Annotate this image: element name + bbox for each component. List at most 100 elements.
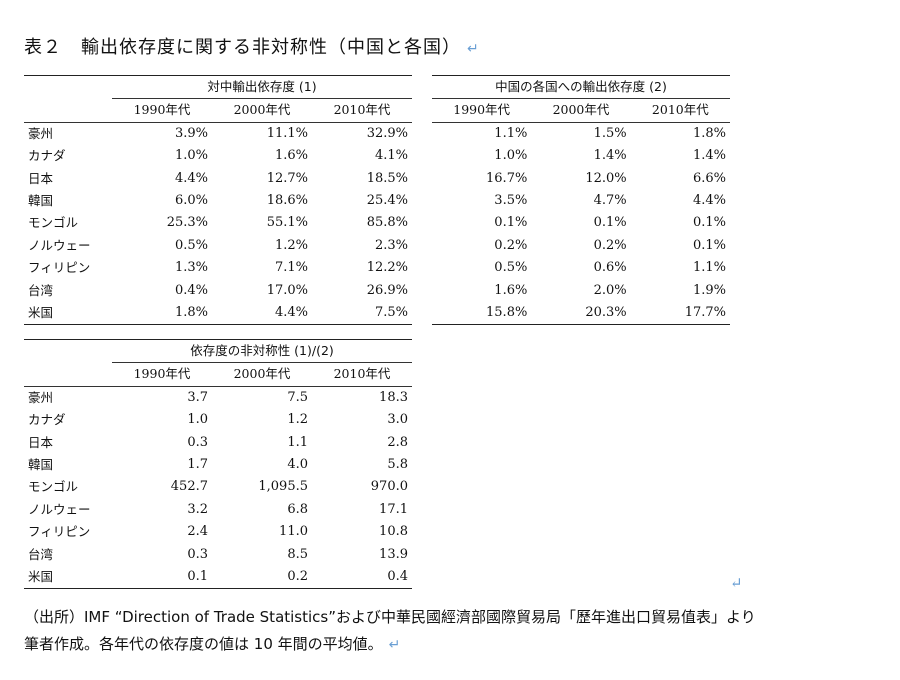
row-label: カナダ (28, 148, 66, 164)
value-cell: 1.9% (692, 282, 726, 298)
table-row: ノルウェー 0.5% 1.2% 2.3% (24, 235, 412, 257)
table-row: 16.7% 12.0% 6.6% (432, 168, 730, 190)
value-cell: 0.5% (494, 260, 528, 276)
value-cell: 0.1% (692, 215, 726, 231)
value-cell: 1.6% (274, 148, 308, 164)
dependence-asymmetry-table: 依存度の非対称性 (1)/(2) 1990年代 2000年代 2010年代 豪州… (24, 338, 412, 590)
row-label: 台湾 (28, 546, 54, 562)
value-cell: 11.1% (266, 125, 308, 141)
table-row: 0.1% 0.1% 0.1% (432, 212, 730, 234)
value-cell: 4.4% (174, 170, 208, 186)
value-cell: 0.2% (494, 237, 528, 253)
value-cell: 6.8 (287, 501, 308, 517)
value-cell: 0.2 (212, 566, 312, 590)
value-cell: 4.7% (593, 193, 627, 209)
table-row: カナダ 1.0 1.2 3.0 (24, 409, 412, 431)
value-cell: 7.5 (287, 389, 308, 405)
value-cell: 2.8 (387, 434, 408, 450)
value-cell: 8.5 (287, 546, 308, 562)
value-cell: 17.7% (630, 302, 730, 326)
value-cell: 12.0% (585, 170, 627, 186)
table-row: 日本 4.4% 12.7% 18.5% (24, 168, 412, 190)
year-header: 2010年代 (312, 362, 412, 387)
value-cell: 10.8 (379, 524, 408, 540)
table-row: フィリピン 1.3% 7.1% 12.2% (24, 257, 412, 279)
value-cell: 1.5% (593, 125, 627, 141)
table-row: ノルウェー 3.2 6.8 17.1 (24, 499, 412, 521)
table-row: 0.5% 0.6% 1.1% (432, 257, 730, 279)
value-cell: 7.5% (312, 302, 412, 326)
value-cell: 32.9% (366, 125, 408, 141)
value-cell: 20.3% (531, 302, 631, 326)
value-cell: 0.1% (494, 215, 528, 231)
value-cell: 0.2% (593, 237, 627, 253)
value-cell: 1.8% (112, 302, 212, 326)
value-cell: 4.4% (692, 193, 726, 209)
value-cell: 17.1 (379, 501, 408, 517)
value-cell: 7.1% (274, 260, 308, 276)
row-label: フィリピン (28, 524, 91, 540)
value-cell: 1.2 (287, 412, 308, 428)
table-row: 台湾 0.4% 17.0% 26.9% (24, 280, 412, 302)
row-label: 米国 (24, 302, 112, 326)
value-cell: 1,095.5 (258, 479, 308, 495)
group-header: 対中輸出依存度 (1) (112, 74, 412, 100)
source-note-line: （出所）IMF “Direction of Trade Statistics”お… (24, 608, 756, 626)
value-cell: 26.9% (366, 282, 408, 298)
table-row: モンゴル 452.7 1,095.5 970.0 (24, 476, 412, 498)
value-cell: 1.8% (692, 125, 726, 141)
value-cell: 12.2% (366, 260, 408, 276)
value-cell: 0.1% (692, 237, 726, 253)
value-cell: 0.5% (174, 237, 208, 253)
empty-header-cell (24, 74, 112, 99)
row-label: 韓国 (28, 193, 54, 209)
row-label: ノルウェー (28, 501, 91, 517)
value-cell: 3.0 (387, 412, 408, 428)
table-row: 0.2% 0.2% 0.1% (432, 235, 730, 257)
table-row: 1.0% 1.4% 1.4% (432, 145, 730, 167)
table-row: 1.1% 1.5% 1.8% (432, 122, 730, 145)
table-row: 米国 0.1 0.2 0.4 (24, 566, 412, 590)
year-header: 2000年代 (212, 362, 312, 387)
value-cell: 1.1 (287, 434, 308, 450)
row-label: 米国 (24, 566, 112, 590)
table-row: 日本 0.3 1.1 2.8 (24, 432, 412, 454)
return-mark-icon: ↵ (388, 637, 401, 653)
value-cell: 4.0 (287, 457, 308, 473)
value-cell: 1.7 (187, 457, 208, 473)
row-label: 豪州 (28, 125, 54, 141)
value-cell: 6.0% (174, 193, 208, 209)
value-cell: 1.6% (494, 282, 528, 298)
value-cell: 0.1% (593, 215, 627, 231)
value-cell: 18.6% (266, 193, 308, 209)
table-row: モンゴル 25.3% 55.1% 85.8% (24, 212, 412, 234)
value-cell: 18.5% (366, 170, 408, 186)
source-note: （出所）IMF “Direction of Trade Statistics”お… (24, 604, 884, 659)
value-cell: 6.6% (692, 170, 726, 186)
year-header: 2000年代 (531, 98, 631, 123)
year-header: 1990年代 (112, 98, 212, 123)
row-label: 日本 (28, 170, 54, 186)
value-cell: 2.4 (187, 524, 208, 540)
value-cell: 1.1% (494, 125, 528, 141)
value-cell: 18.3 (379, 389, 408, 405)
value-cell: 13.9 (379, 546, 408, 562)
value-cell: 3.7 (187, 389, 208, 405)
value-cell: 452.7 (170, 479, 208, 495)
row-label: モンゴル (28, 479, 79, 495)
value-cell: 16.7% (486, 170, 528, 186)
value-cell: 3.9% (174, 125, 208, 141)
year-header: 2010年代 (630, 98, 730, 123)
table-row: 豪州 3.9% 11.1% 32.9% (24, 122, 412, 145)
value-cell: 0.4 (312, 566, 412, 590)
row-label: カナダ (28, 412, 66, 428)
row-label: ノルウェー (28, 237, 91, 253)
row-label: 韓国 (28, 457, 54, 473)
value-cell: 2.3% (374, 237, 408, 253)
value-cell: 0.4% (174, 282, 208, 298)
row-label: モンゴル (28, 215, 79, 231)
value-cell: 17.0% (266, 282, 308, 298)
table-row: 韓国 1.7 4.0 5.8 (24, 454, 412, 476)
value-cell: 15.8% (432, 302, 532, 326)
source-note-line: 筆者作成。各年代の依存度の値は 10 年間の平均値。 ↵ (24, 635, 401, 653)
